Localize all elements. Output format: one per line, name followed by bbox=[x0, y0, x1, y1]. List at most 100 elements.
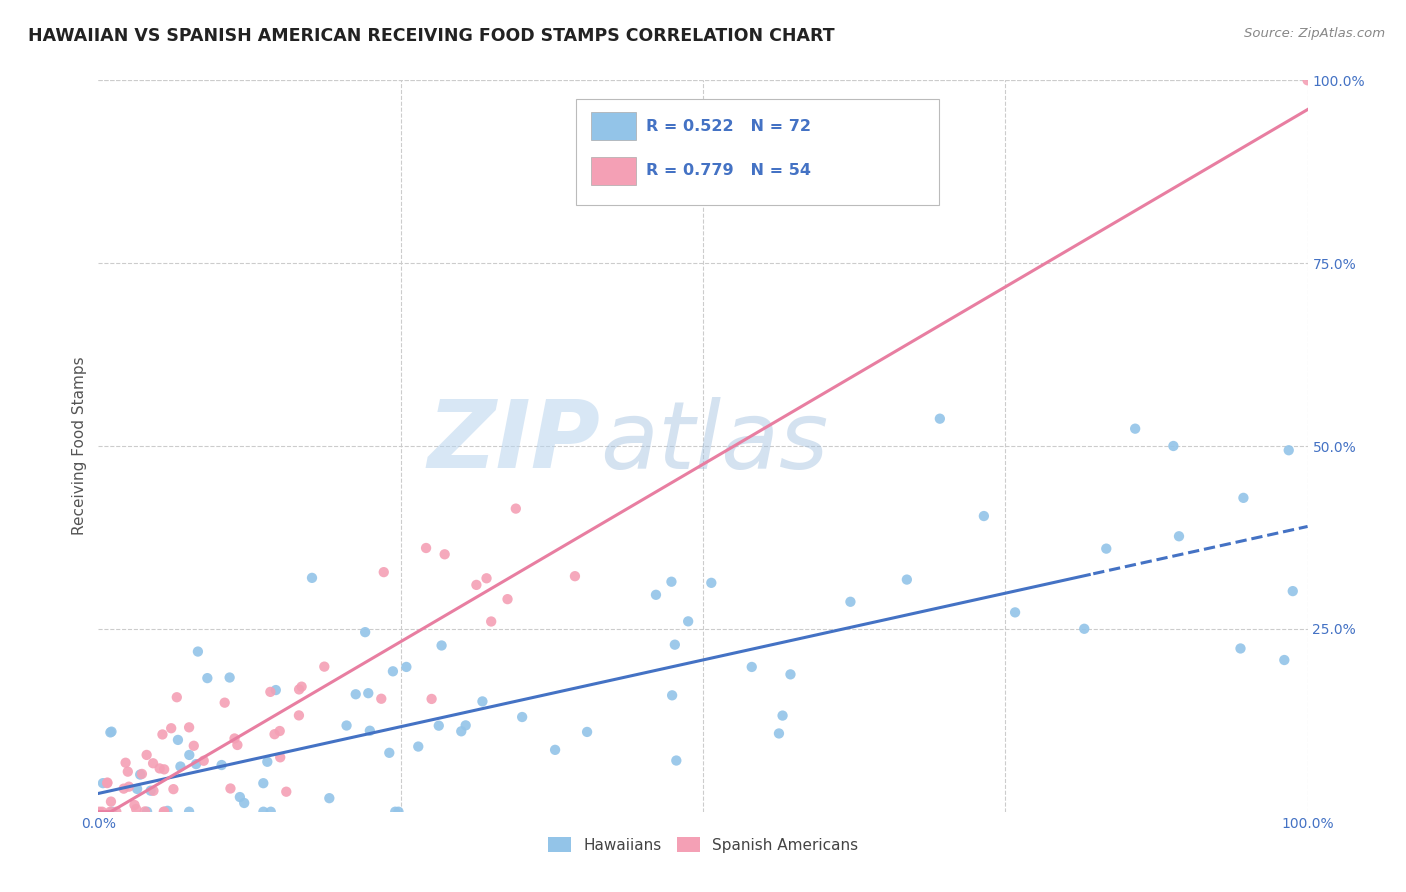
Point bbox=[89, 805, 111, 819]
Point bbox=[420, 692, 443, 706]
Point bbox=[153, 805, 176, 819]
Point bbox=[1168, 529, 1191, 543]
Y-axis label: Receiving Food Stamps: Receiving Food Stamps bbox=[72, 357, 87, 535]
Point bbox=[661, 689, 683, 703]
Point bbox=[142, 784, 165, 798]
Point bbox=[661, 574, 683, 589]
Point bbox=[357, 686, 380, 700]
Point bbox=[112, 781, 135, 796]
Point bbox=[1095, 541, 1118, 556]
Point bbox=[117, 764, 139, 779]
Point bbox=[96, 776, 118, 790]
Point bbox=[779, 667, 801, 681]
Point bbox=[229, 790, 252, 805]
Point bbox=[226, 738, 249, 752]
Point bbox=[211, 758, 233, 772]
Point bbox=[263, 727, 285, 741]
Point bbox=[479, 615, 502, 629]
FancyBboxPatch shape bbox=[591, 112, 637, 140]
Point bbox=[465, 578, 488, 592]
Point bbox=[335, 718, 357, 732]
Point bbox=[1272, 653, 1295, 667]
Point bbox=[91, 805, 114, 819]
Point bbox=[700, 575, 723, 590]
Point bbox=[1232, 491, 1254, 505]
Point bbox=[139, 783, 162, 797]
Point bbox=[384, 805, 406, 819]
Point bbox=[318, 791, 340, 805]
Point bbox=[98, 805, 121, 819]
Point bbox=[291, 680, 314, 694]
Point bbox=[1123, 422, 1146, 436]
Point bbox=[124, 797, 146, 812]
Point bbox=[676, 615, 699, 629]
Point bbox=[193, 754, 215, 768]
Point bbox=[301, 571, 323, 585]
Point bbox=[269, 750, 291, 764]
Point bbox=[142, 756, 165, 771]
Point bbox=[125, 802, 148, 816]
Point bbox=[471, 694, 494, 708]
Point bbox=[153, 762, 176, 776]
Point bbox=[564, 569, 586, 583]
Point bbox=[387, 805, 409, 819]
Point bbox=[195, 671, 218, 685]
Point bbox=[152, 727, 174, 741]
Point bbox=[454, 718, 477, 732]
Point bbox=[1296, 73, 1319, 87]
Point bbox=[406, 739, 429, 754]
Point bbox=[127, 781, 149, 796]
Point bbox=[118, 780, 141, 794]
Point bbox=[183, 739, 205, 753]
Text: atlas: atlas bbox=[600, 397, 828, 488]
Point bbox=[395, 660, 418, 674]
Point bbox=[129, 767, 152, 781]
Point bbox=[224, 731, 246, 746]
Point bbox=[1281, 584, 1303, 599]
Point bbox=[1229, 641, 1251, 656]
Point bbox=[288, 708, 311, 723]
Point bbox=[768, 726, 790, 740]
Point bbox=[415, 541, 437, 555]
Point bbox=[167, 732, 190, 747]
Point bbox=[177, 720, 200, 734]
Point bbox=[160, 721, 183, 735]
Point bbox=[381, 665, 404, 679]
Point bbox=[149, 761, 172, 775]
Point bbox=[433, 547, 456, 561]
Point bbox=[314, 659, 336, 673]
FancyBboxPatch shape bbox=[576, 99, 939, 204]
Point bbox=[136, 805, 159, 819]
Point bbox=[169, 759, 191, 773]
Point bbox=[645, 588, 668, 602]
Point bbox=[135, 747, 157, 762]
Point bbox=[288, 682, 311, 697]
Text: Source: ZipAtlas.com: Source: ZipAtlas.com bbox=[1244, 27, 1385, 40]
Point bbox=[214, 696, 236, 710]
Point bbox=[973, 509, 995, 524]
Point bbox=[100, 795, 122, 809]
Point bbox=[252, 776, 274, 790]
Point bbox=[269, 724, 291, 739]
Point bbox=[114, 756, 136, 770]
Point bbox=[233, 796, 256, 810]
Point bbox=[219, 781, 242, 796]
Point bbox=[134, 805, 156, 819]
Text: ZIP: ZIP bbox=[427, 396, 600, 488]
Point bbox=[105, 805, 128, 819]
Point bbox=[256, 755, 278, 769]
Point bbox=[344, 687, 367, 701]
Point bbox=[1004, 606, 1026, 620]
Point bbox=[276, 785, 298, 799]
Point bbox=[1278, 443, 1301, 458]
Point bbox=[427, 719, 450, 733]
Point bbox=[354, 625, 377, 640]
Point bbox=[264, 683, 287, 698]
Point bbox=[896, 573, 918, 587]
Point bbox=[664, 638, 686, 652]
Point bbox=[741, 660, 763, 674]
Point bbox=[839, 595, 862, 609]
Text: HAWAIIAN VS SPANISH AMERICAN RECEIVING FOOD STAMPS CORRELATION CHART: HAWAIIAN VS SPANISH AMERICAN RECEIVING F… bbox=[28, 27, 835, 45]
Point bbox=[373, 565, 395, 579]
Point bbox=[96, 775, 118, 789]
